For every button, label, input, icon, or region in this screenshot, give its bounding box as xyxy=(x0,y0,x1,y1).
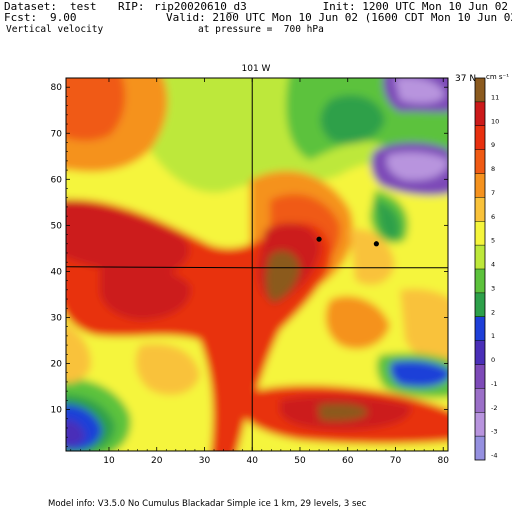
pressure-level: at pressure = 700 hPa xyxy=(198,24,324,35)
colorbar-label: 6 xyxy=(491,213,495,221)
colorbar-swatch xyxy=(475,197,485,222)
lat-lon-lines xyxy=(65,78,448,451)
y-tick-label: 10 xyxy=(51,406,63,416)
x-tick-label: 50 xyxy=(294,456,306,466)
x-tick-label: 60 xyxy=(342,456,354,466)
dataset-label: Dataset: xyxy=(4,0,57,13)
station-dot xyxy=(316,236,322,242)
colorbar-swatch xyxy=(475,125,485,150)
y-axis-ticks: 10 20 30 40 50 60 70 80 xyxy=(51,83,448,447)
colorbar-swatch xyxy=(475,436,485,460)
colorbar-swatch xyxy=(475,292,485,317)
colorbar-swatch xyxy=(475,149,485,174)
colorbar-label: 5 xyxy=(491,237,495,245)
fcst-label: Fcst: xyxy=(4,11,38,24)
colorbar-label: 10 xyxy=(491,117,499,125)
x-tick-label: 70 xyxy=(390,456,402,466)
y-tick-label: 70 xyxy=(51,129,63,139)
colorbar-label: 1 xyxy=(491,332,495,340)
colorbar-swatch xyxy=(475,221,485,246)
colorbar-label: 7 xyxy=(491,189,495,197)
colorbar-swatch xyxy=(475,78,485,102)
y-tick-label: 80 xyxy=(51,83,63,93)
colorbar-label: -3 xyxy=(491,428,497,436)
x-tick-label: 10 xyxy=(103,456,115,466)
colorbar-swatch xyxy=(475,173,485,198)
y-tick-label: 30 xyxy=(51,313,63,323)
plot-frame xyxy=(65,77,449,452)
colorbar-swatch xyxy=(475,412,485,437)
colorbar-label: 4 xyxy=(491,261,495,269)
colorbar-swatch xyxy=(475,269,485,293)
x-axis-ticks: 10 20 30 40 50 60 70 80 xyxy=(70,78,449,466)
colorbar-label: 2 xyxy=(491,308,495,316)
init-time: Init: 1200 UTC Mon 10 Jun 02 xyxy=(322,0,508,13)
meridian-label: 101 W xyxy=(242,64,271,74)
colorbar-swatch xyxy=(475,101,485,126)
y-tick-label: 40 xyxy=(51,267,63,277)
colorbar-label: 3 xyxy=(491,284,495,292)
colorbar-swatch xyxy=(475,388,485,413)
colorbar-label: -2 xyxy=(491,404,497,412)
station-markers xyxy=(316,236,379,247)
colorbar-label: 8 xyxy=(491,165,495,173)
colorbar-swatch xyxy=(475,316,485,341)
x-tick-label: 40 xyxy=(246,456,258,466)
y-tick-label: 50 xyxy=(51,221,63,231)
x-tick-label: 20 xyxy=(151,456,163,466)
x-tick-label: 30 xyxy=(199,456,211,466)
rip-value: rip20020610_d3 xyxy=(154,0,247,13)
parallel-label: 37 N xyxy=(455,74,476,84)
colorbar-swatch xyxy=(475,340,485,365)
station-dot xyxy=(373,241,379,247)
model-info: Model info: V3.5.0 No Cumulus Blackadar … xyxy=(48,499,367,509)
velocity-field xyxy=(66,78,448,451)
y-tick-label: 20 xyxy=(51,360,63,370)
fcst-value: 9.00 xyxy=(50,11,77,24)
rip-label: RIP: xyxy=(118,0,145,13)
colorbar-swatch xyxy=(475,245,485,269)
x-tick-label: 80 xyxy=(437,456,449,466)
colorbar-unit: cm s⁻¹ xyxy=(486,73,509,81)
parallel-line xyxy=(65,266,448,269)
field-name: Vertical velocity xyxy=(6,24,104,35)
colorbar-label: -4 xyxy=(491,452,497,460)
colorbar-label: -1 xyxy=(491,380,497,388)
colorbar-label: 9 xyxy=(491,141,495,149)
colorbar-label: 0 xyxy=(491,356,495,364)
colorbar-swatch xyxy=(475,364,485,389)
colorbar-label: 11 xyxy=(491,93,499,101)
y-tick-label: 60 xyxy=(51,175,63,185)
dataset-value: test xyxy=(70,0,97,13)
valid-time: Valid: 2100 UTC Mon 10 Jun 02 (1600 CDT … xyxy=(166,11,512,24)
